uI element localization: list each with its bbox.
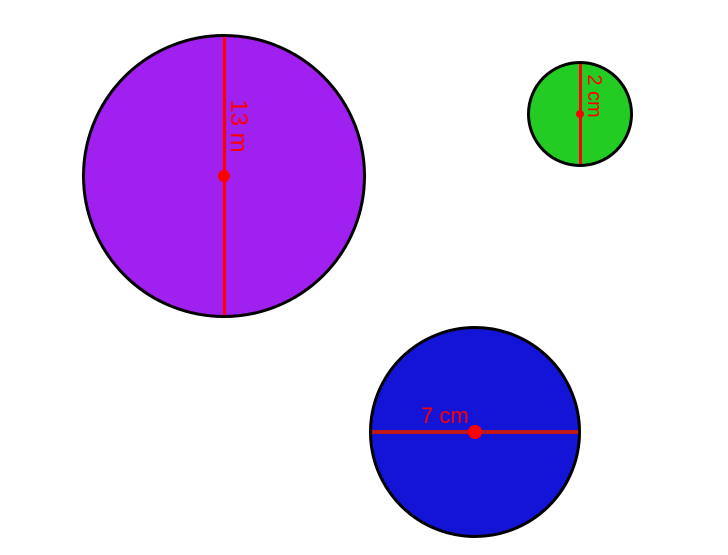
- blue-center-dot: [468, 425, 482, 439]
- green-label: 2 cm: [584, 74, 604, 117]
- blue-label: 7 cm: [421, 405, 469, 427]
- purple-center-dot: [218, 170, 230, 182]
- diagram-stage: 13 m 2 cm 7 cm: [0, 0, 728, 555]
- purple-label: 13 m: [226, 99, 250, 152]
